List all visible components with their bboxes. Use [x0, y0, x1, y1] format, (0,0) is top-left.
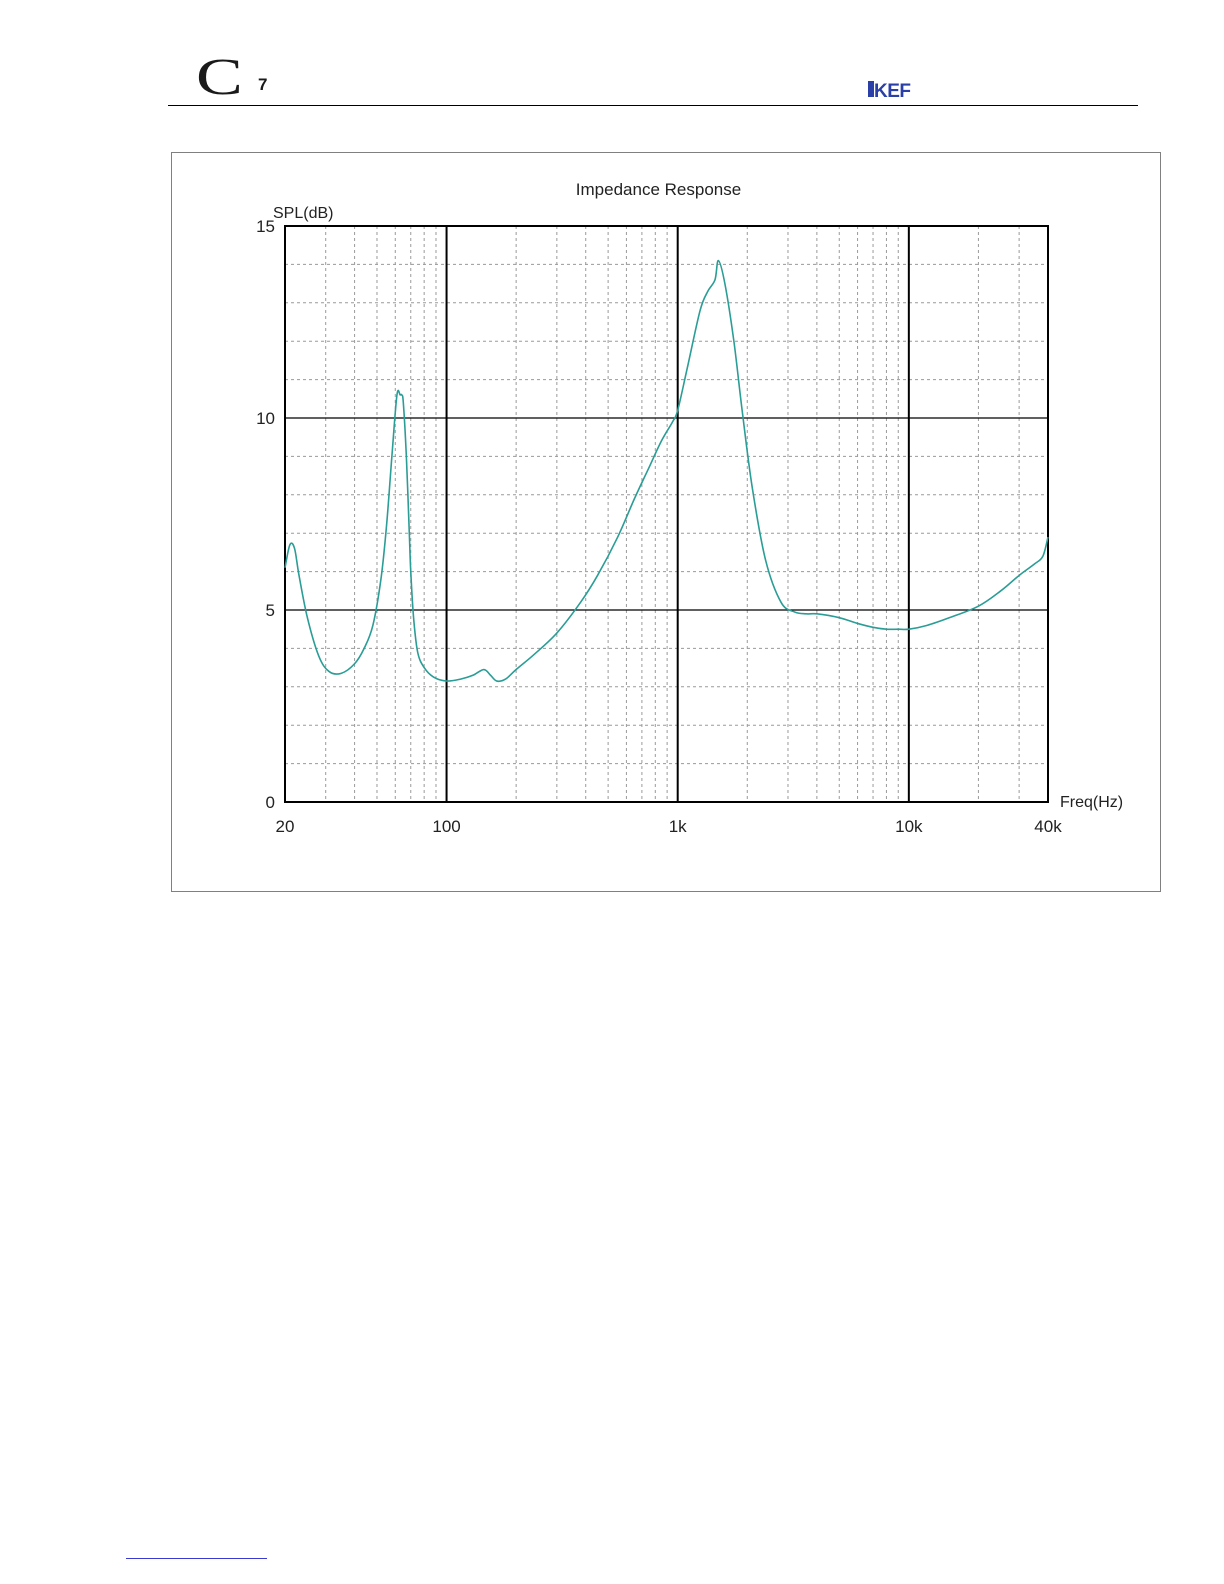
- chart-frame: Impedance Response SPL(dB) Freq(Hz) 20 10…: [171, 152, 1161, 892]
- footer-link-underline: [126, 1558, 267, 1559]
- x-tick-label: 40k: [1034, 817, 1062, 836]
- x-tick-label: 100: [432, 817, 460, 836]
- y-tick-label: 10: [256, 409, 275, 428]
- y-tick-label: 0: [266, 793, 275, 812]
- y-tick-label: 5: [266, 601, 275, 620]
- y-axis-label: SPL(dB): [273, 205, 333, 222]
- brand-name: KEF: [874, 81, 911, 100]
- model-number: 7: [258, 75, 268, 94]
- x-tick-label: 1k: [669, 817, 687, 836]
- header-divider: [168, 105, 1138, 106]
- page-header: C 7 KEF: [168, 52, 1138, 106]
- x-tick-label: 10k: [895, 817, 923, 836]
- model-letter: C: [196, 49, 243, 106]
- plot-border: [284, 225, 1049, 803]
- chart-title: Impedance Response: [576, 180, 741, 199]
- impedance-chart: Impedance Response SPL(dB) Freq(Hz) 20 10…: [256, 180, 1123, 836]
- impedance-curve: [284, 259, 1049, 683]
- brand-logo: KEF: [868, 78, 938, 100]
- x-axis-label: Freq(Hz): [1060, 794, 1123, 811]
- model-logo: C 7: [196, 52, 286, 104]
- tick-labels: 20 100 1k 10k 40k 0 5 10 15: [256, 217, 1062, 836]
- x-tick-label: 20: [276, 817, 295, 836]
- brand-logo-mark: KEF: [868, 81, 911, 100]
- grid-lines: [284, 225, 1049, 803]
- y-tick-label: 15: [256, 217, 275, 236]
